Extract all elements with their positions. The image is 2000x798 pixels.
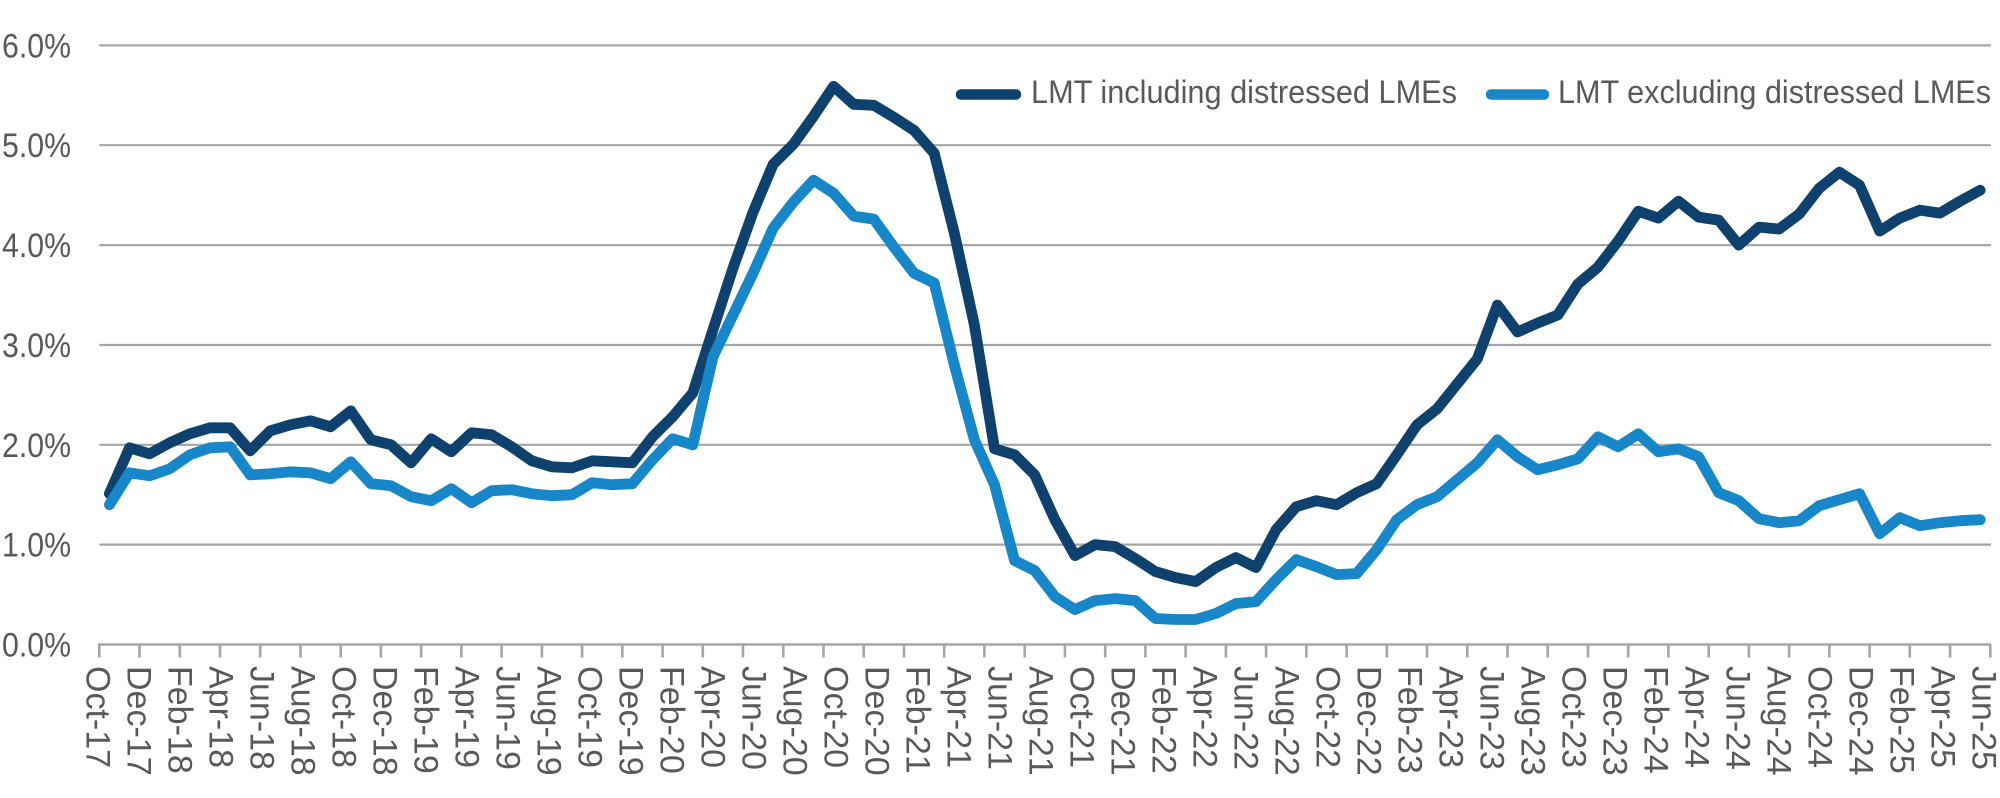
svg-text:Aug-24: Aug-24 xyxy=(1760,666,1798,776)
svg-text:Aug-22: Aug-22 xyxy=(1268,666,1306,776)
svg-text:0.0%: 0.0% xyxy=(2,627,71,665)
svg-text:Dec-19: Dec-19 xyxy=(612,666,650,776)
svg-text:Oct-23: Oct-23 xyxy=(1555,666,1593,768)
svg-text:LMT including distressed LMEs: LMT including distressed LMEs xyxy=(1031,74,1457,110)
svg-text:Jun-18: Jun-18 xyxy=(243,666,281,770)
svg-text:Oct-22: Oct-22 xyxy=(1309,666,1347,768)
svg-text:Jun-23: Jun-23 xyxy=(1473,666,1511,770)
svg-text:Dec-23: Dec-23 xyxy=(1596,666,1634,776)
svg-text:4.0%: 4.0% xyxy=(2,227,71,265)
svg-text:Apr-21: Apr-21 xyxy=(940,666,978,768)
svg-text:Oct-19: Oct-19 xyxy=(571,666,609,768)
svg-text:Aug-18: Aug-18 xyxy=(284,666,322,776)
svg-text:Aug-23: Aug-23 xyxy=(1514,666,1552,776)
svg-text:Aug-20: Aug-20 xyxy=(776,666,814,776)
svg-text:Apr-20: Apr-20 xyxy=(694,666,732,768)
svg-text:Jun-19: Jun-19 xyxy=(489,666,527,770)
svg-text:Feb-22: Feb-22 xyxy=(1145,666,1183,774)
svg-text:Feb-24: Feb-24 xyxy=(1637,666,1675,774)
svg-text:Aug-21: Aug-21 xyxy=(1022,666,1060,776)
svg-text:Oct-24: Oct-24 xyxy=(1801,666,1839,768)
svg-text:Feb-20: Feb-20 xyxy=(653,666,691,774)
svg-text:Oct-18: Oct-18 xyxy=(325,666,363,768)
svg-text:Aug-19: Aug-19 xyxy=(530,666,568,776)
svg-text:Jun-20: Jun-20 xyxy=(735,666,773,770)
svg-text:Apr-23: Apr-23 xyxy=(1432,666,1470,768)
svg-text:Oct-17: Oct-17 xyxy=(79,666,117,768)
svg-text:Apr-25: Apr-25 xyxy=(1924,666,1962,768)
svg-text:Dec-18: Dec-18 xyxy=(366,666,404,776)
svg-text:Oct-21: Oct-21 xyxy=(1063,666,1101,768)
svg-text:Feb-19: Feb-19 xyxy=(407,666,445,774)
svg-text:1.0%: 1.0% xyxy=(2,527,71,565)
svg-text:6.0%: 6.0% xyxy=(2,27,71,65)
svg-text:Jun-24: Jun-24 xyxy=(1719,666,1757,770)
svg-text:5.0%: 5.0% xyxy=(2,127,71,165)
svg-text:Jun-21: Jun-21 xyxy=(981,666,1019,770)
svg-text:2.0%: 2.0% xyxy=(2,427,71,465)
svg-text:Dec-21: Dec-21 xyxy=(1104,666,1142,776)
svg-text:Dec-20: Dec-20 xyxy=(858,666,896,776)
svg-text:Feb-21: Feb-21 xyxy=(899,666,937,774)
svg-text:Feb-18: Feb-18 xyxy=(161,666,199,774)
svg-text:Dec-24: Dec-24 xyxy=(1842,666,1880,776)
svg-text:Jun-22: Jun-22 xyxy=(1227,666,1265,770)
svg-text:Oct-20: Oct-20 xyxy=(817,666,855,768)
svg-text:Jun-25: Jun-25 xyxy=(1965,666,2000,770)
svg-text:Dec-17: Dec-17 xyxy=(120,666,158,776)
svg-text:Dec-22: Dec-22 xyxy=(1350,666,1388,776)
svg-text:Apr-19: Apr-19 xyxy=(448,666,486,768)
svg-text:Apr-18: Apr-18 xyxy=(202,666,240,768)
svg-text:Feb-25: Feb-25 xyxy=(1883,666,1921,774)
svg-text:Apr-24: Apr-24 xyxy=(1678,666,1716,768)
svg-text:LMT excluding distressed LMEs: LMT excluding distressed LMEs xyxy=(1558,74,1991,110)
svg-text:Apr-22: Apr-22 xyxy=(1186,666,1224,768)
svg-text:3.0%: 3.0% xyxy=(2,327,71,365)
svg-text:Feb-23: Feb-23 xyxy=(1391,666,1429,774)
